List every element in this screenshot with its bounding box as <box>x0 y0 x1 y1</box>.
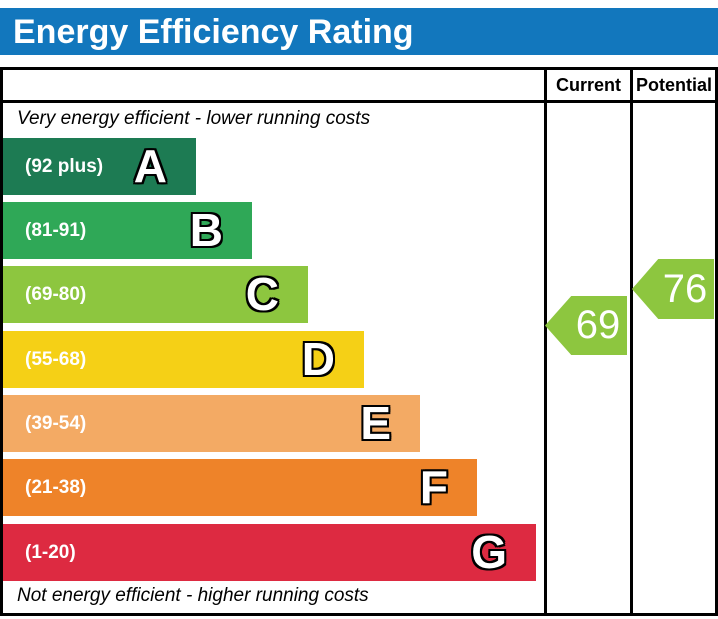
band-letter: D <box>301 333 335 385</box>
band-range-label: (1-20) <box>25 541 76 563</box>
band-letter: G <box>471 526 507 578</box>
band-range-label: (55-68) <box>25 348 87 370</box>
band-row-f: (21-38) F <box>3 459 477 516</box>
caption-efficient: Very energy efficient - lower running co… <box>17 108 371 129</box>
page-title: Energy Efficiency Rating <box>13 13 414 51</box>
column-divider-current <box>544 67 547 616</box>
potential-column-header: Potential <box>635 75 712 95</box>
band-row-b: (81-91) B <box>3 202 252 259</box>
band-range-label: (69-80) <box>25 283 87 305</box>
potential-rating-arrow: 76 <box>632 259 714 319</box>
rating-table <box>0 67 718 616</box>
current-rating-value: 69 <box>575 303 621 347</box>
band-range-label: (81-91) <box>25 219 87 241</box>
band-letter: A <box>133 140 167 192</box>
band-range-label: (21-38) <box>25 476 87 498</box>
potential-rating-value: 76 <box>662 266 708 311</box>
band-letter: B <box>189 204 223 256</box>
band-row-c: (69-80) C <box>3 266 308 323</box>
column-divider-potential <box>630 67 633 616</box>
band-range-label: (92 plus) <box>25 155 104 177</box>
band-letter: F <box>419 461 448 513</box>
band-row-a: (92 plus) A <box>3 138 196 195</box>
band-letter: C <box>245 268 279 320</box>
header-divider <box>0 100 718 103</box>
title-bar: Energy Efficiency Rating <box>0 8 718 55</box>
band-row-e: (39-54) E <box>3 395 420 452</box>
caption-not-efficient: Not energy efficient - higher running co… <box>17 585 369 606</box>
band-letter: E <box>360 397 391 449</box>
band-row-g: (1-20) G <box>3 524 536 581</box>
current-column-header: Current <box>555 75 621 95</box>
band-range-label: (39-54) <box>25 412 87 434</box>
band-row-d: (55-68) D <box>3 331 364 388</box>
